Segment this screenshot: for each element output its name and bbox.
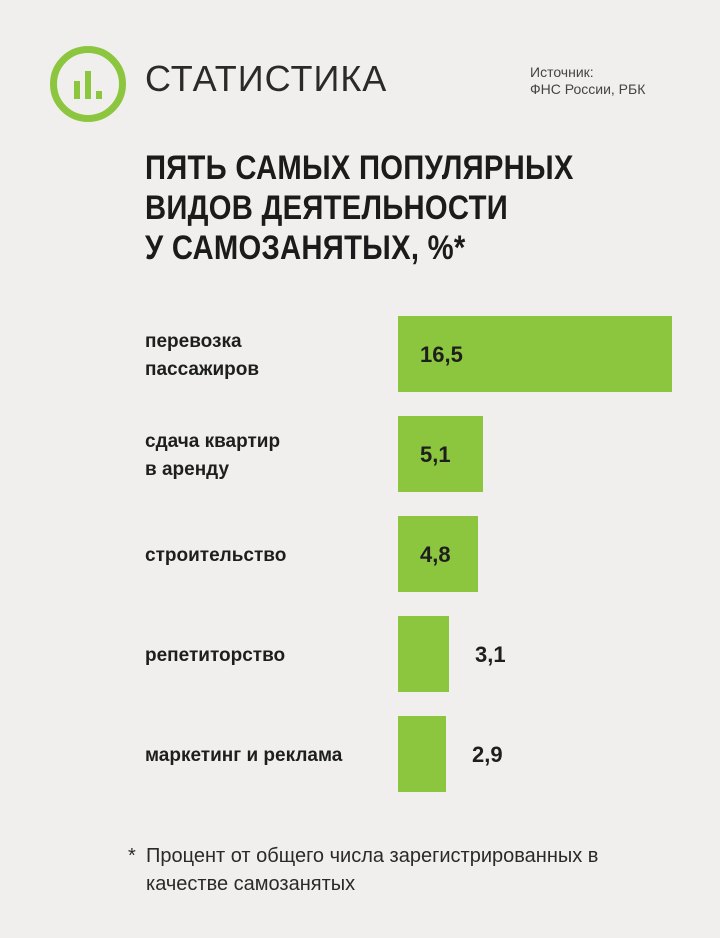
value-label: 4,8 xyxy=(420,542,451,567)
chart-title-line: ПЯТЬ САМЫХ ПОПУЛЯРНЫХ xyxy=(145,149,574,187)
category-label: строительство xyxy=(145,545,286,566)
chart-title-line: ВИДОВ ДЕЯТЕЛЬНОСТИ xyxy=(145,189,508,227)
value-label: 2,9 xyxy=(472,742,503,767)
category-label: перевозка xyxy=(145,331,242,352)
source-note: Источник: ФНС России, РБК xyxy=(530,64,645,98)
value-label: 16,5 xyxy=(420,342,463,367)
footnote: * Процент от общего числа зарегистрирова… xyxy=(128,842,666,898)
bar-chart-icon xyxy=(50,46,126,122)
source-names: ФНС России, РБК xyxy=(530,81,646,97)
value-label: 5,1 xyxy=(420,442,451,467)
chart-title: ПЯТЬ САМЫХ ПОПУЛЯРНЫХ ВИДОВ ДЕЯТЕЛЬНОСТИ… xyxy=(145,148,592,268)
footnote-asterisk: * xyxy=(128,845,136,867)
category-label: сдача квартир xyxy=(145,431,280,452)
source-label: Источник: xyxy=(530,64,594,80)
bar xyxy=(398,616,449,692)
bar xyxy=(398,316,672,392)
section-title: СТАТИСТИКА xyxy=(145,58,388,99)
value-label: 3,1 xyxy=(475,642,506,667)
chart-title-line: У САМОЗАНЯТЫХ, %* xyxy=(145,229,466,267)
category-label: репетиторство xyxy=(145,645,285,666)
bar-chart-glyph xyxy=(74,71,102,99)
bar xyxy=(398,416,483,492)
category-label: маркетинг и реклама xyxy=(145,745,343,766)
bar xyxy=(398,716,446,792)
bar xyxy=(398,516,478,592)
category-label: пассажиров xyxy=(145,359,259,380)
footnote-text: Процент от общего числа зарегистрированн… xyxy=(146,845,599,895)
bar-chart: перевозка пассажиров 16,5 сдача квартир в ар… xyxy=(145,316,672,792)
header: СТАТИСТИКА Источник: ФНС России, РБК xyxy=(0,0,720,130)
category-label: в аренду xyxy=(145,459,229,480)
